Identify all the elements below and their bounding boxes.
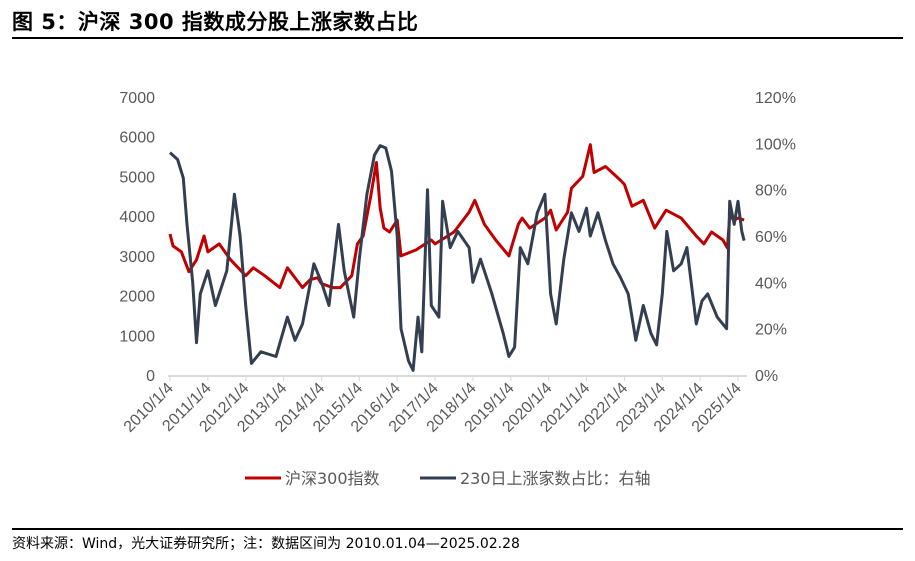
chart-title: 图 5：沪深 300 指数成分股上涨家数占比 [12, 10, 419, 34]
y-right-tick-label: 120% [755, 90, 796, 107]
y-left-tick-label: 3000 [119, 249, 155, 266]
legend: 沪深300指数 230日上涨家数占比：右轴 [245, 469, 651, 488]
y-right-tick-label: 60% [755, 229, 787, 246]
y-right-tick-label: 20% [755, 322, 787, 339]
series-line-csi300-index [168, 143, 745, 290]
legend-label: 230日上涨家数占比：右轴 [460, 469, 651, 488]
y-left-tick-label: 7000 [119, 90, 155, 107]
source-note: 资料来源：Wind，光大证券研究所；注：数据区间为 2010.01.04—202… [12, 536, 520, 552]
y-right-tick-label: 100% [755, 136, 796, 153]
title-divider [12, 37, 903, 39]
y-left-tick-label: 0 [146, 368, 155, 385]
y-right-tick-label: 0% [755, 368, 778, 385]
y-left-tick-label: 2000 [119, 289, 155, 306]
y-left-tick-label: 4000 [119, 209, 155, 226]
footer-divider [12, 528, 903, 530]
legend-label: 沪深300指数 [285, 469, 380, 488]
series-lines [168, 143, 746, 372]
y-left-tick-label: 1000 [119, 328, 155, 345]
y-right-tick-label: 80% [755, 183, 787, 200]
axes: 2010/1/42011/1/42012/1/42013/1/42014/1/4… [119, 90, 796, 436]
y-right-tick-label: 40% [755, 275, 787, 292]
y-left-tick-label: 6000 [119, 130, 155, 147]
series-line-advance-ratio [168, 144, 746, 372]
y-left-tick-label: 5000 [119, 169, 155, 186]
